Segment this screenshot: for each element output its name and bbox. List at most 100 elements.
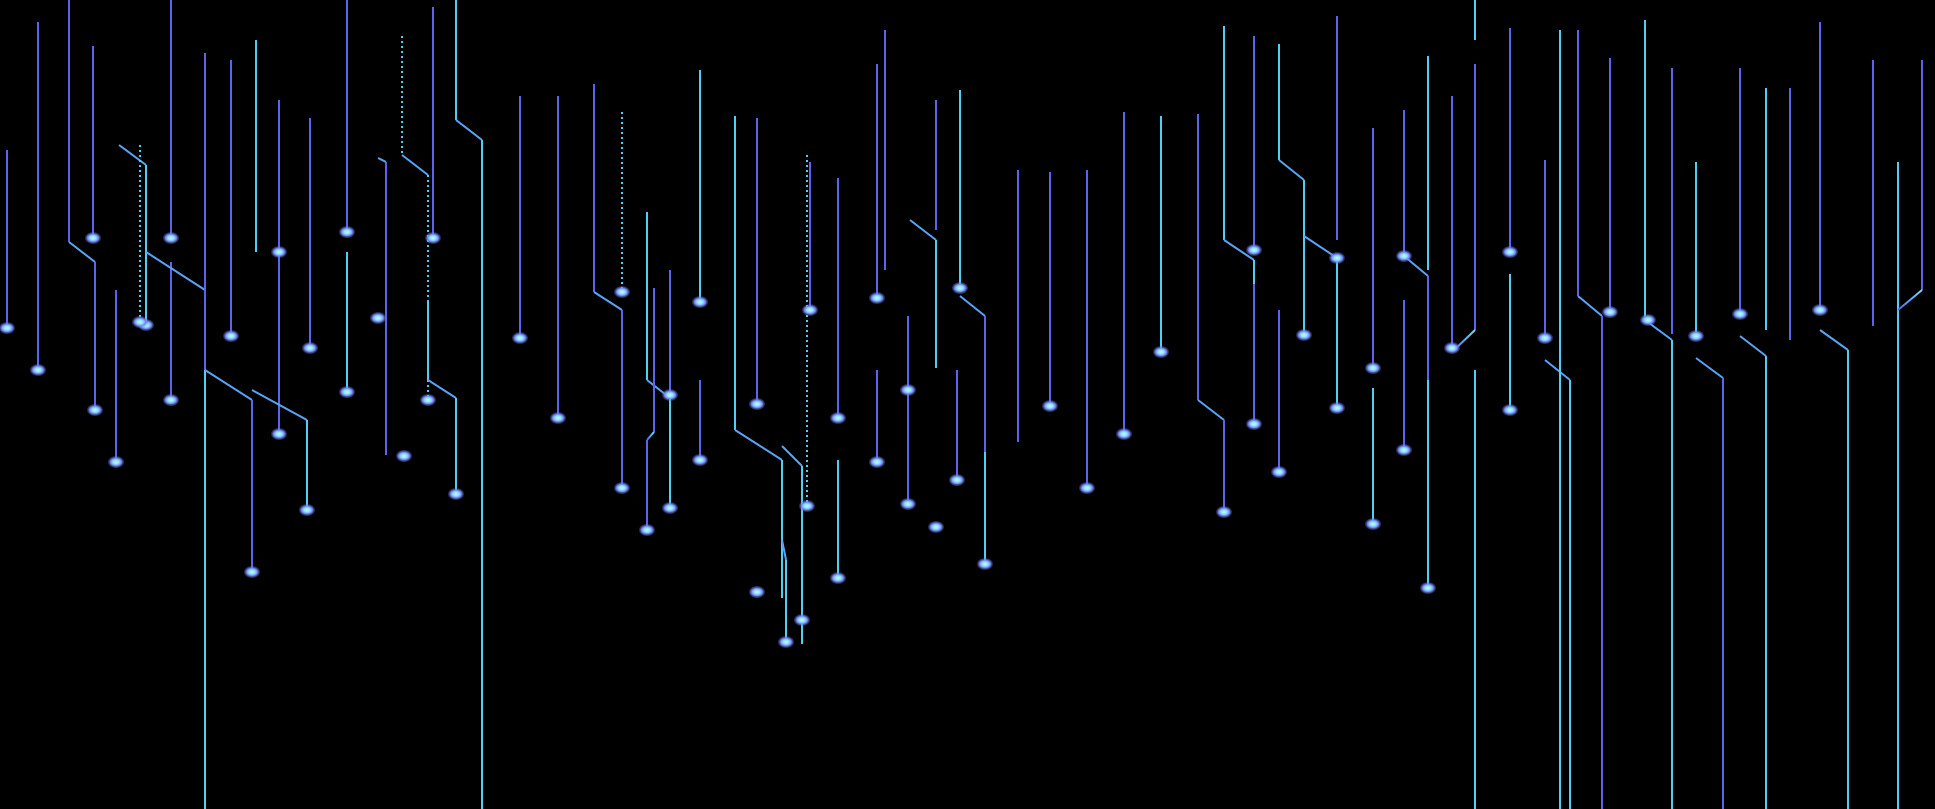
diagonal-jog-segment [593,291,623,311]
node-core [272,429,286,439]
terminator-node-dot [1602,306,1618,318]
diagonal-jog-segment [204,369,253,401]
diagonal-jog-segment [1739,335,1767,357]
terminator-node-dot [30,364,46,376]
node-core [1154,347,1168,357]
node-core [663,503,677,513]
terminator-node-dot [1502,246,1518,258]
diagonal-jog-segment [959,295,986,317]
node-core [272,247,286,257]
diagonal-jog-segment [68,241,96,263]
node-core [1813,305,1827,315]
terminator-node-dot [799,500,815,512]
terminator-node-dot [271,246,287,258]
terminator-node-dot [778,636,794,648]
node-core [929,522,943,532]
node-core [1503,247,1517,257]
terminator-node-dot [1640,314,1656,326]
terminator-node-dot [1732,308,1748,320]
terminator-node-dot [1153,346,1169,358]
node-core [1366,363,1380,373]
node-core [513,333,527,343]
diagonal-jog-segment [145,251,206,291]
node-core [300,505,314,515]
terminator-node-dot [163,394,179,406]
node-core [340,387,354,397]
node-core [1247,245,1261,255]
trace-layer [6,0,1923,809]
terminator-node-dot [1396,444,1412,456]
terminator-node-dot [87,404,103,416]
node-core [1247,419,1261,429]
node-core [663,390,677,400]
terminator-node-dot [900,384,916,396]
node-core [615,483,629,493]
terminator-node-dot [900,498,916,510]
node-core [1330,253,1344,263]
node-core [245,567,259,577]
node-core [340,227,354,237]
terminator-node-dot [1329,252,1345,264]
terminator-node-dot [370,312,386,324]
diagonal-jog-segment [781,539,787,561]
terminator-node-dot [1365,362,1381,374]
node-core [795,615,809,625]
node-core [693,455,707,465]
node-core [31,365,45,375]
node-core [1733,309,1747,319]
terminator-node-dot [550,412,566,424]
terminator-node-dot [949,474,965,486]
node-core [831,573,845,583]
terminator-node-dot [512,332,528,344]
terminator-node-dot [1502,404,1518,416]
node-core [551,413,565,423]
node-core [1503,405,1517,415]
diagonal-jog-segment [1278,159,1305,181]
node-core [421,395,435,405]
node-core [950,475,964,485]
terminator-node-dot [1812,304,1828,316]
diagonal-jog-segment [1819,329,1849,351]
node-layer [0,226,1828,648]
node-core [615,287,629,297]
node-core [953,283,967,293]
node-core [1397,445,1411,455]
node-core [831,413,845,423]
terminator-node-dot [802,304,818,316]
terminator-node-dot [1296,329,1312,341]
node-core [800,501,814,511]
diagonal-jog-segment [455,119,483,141]
node-core [1117,429,1131,439]
diagonal-jog-segment [401,154,429,176]
node-core [133,317,147,327]
terminator-node-dot [1246,418,1262,430]
terminator-node-dot [448,488,464,500]
node-core [164,395,178,405]
node-core [1297,330,1311,340]
node-core [164,233,178,243]
terminator-node-dot [0,322,15,334]
terminator-node-dot [132,316,148,328]
node-core [1043,401,1057,411]
terminator-node-dot [1116,428,1132,440]
diagonal-jog-segment [1695,357,1724,379]
terminator-node-dot [830,572,846,584]
node-core [109,457,123,467]
diagonal-jog-segment [1544,359,1571,381]
terminator-node-dot [1537,332,1553,344]
node-core [1272,467,1286,477]
terminator-node-dot [662,502,678,514]
terminator-node-dot [749,398,765,410]
terminator-node-dot [1365,518,1381,530]
node-core [1603,307,1617,317]
node-core [449,489,463,499]
node-core [1421,583,1435,593]
diagonal-jog-segment [734,429,783,461]
node-core [901,499,915,509]
node-core [1538,333,1552,343]
terminator-node-dot [614,482,630,494]
terminator-node-dot [928,521,944,533]
